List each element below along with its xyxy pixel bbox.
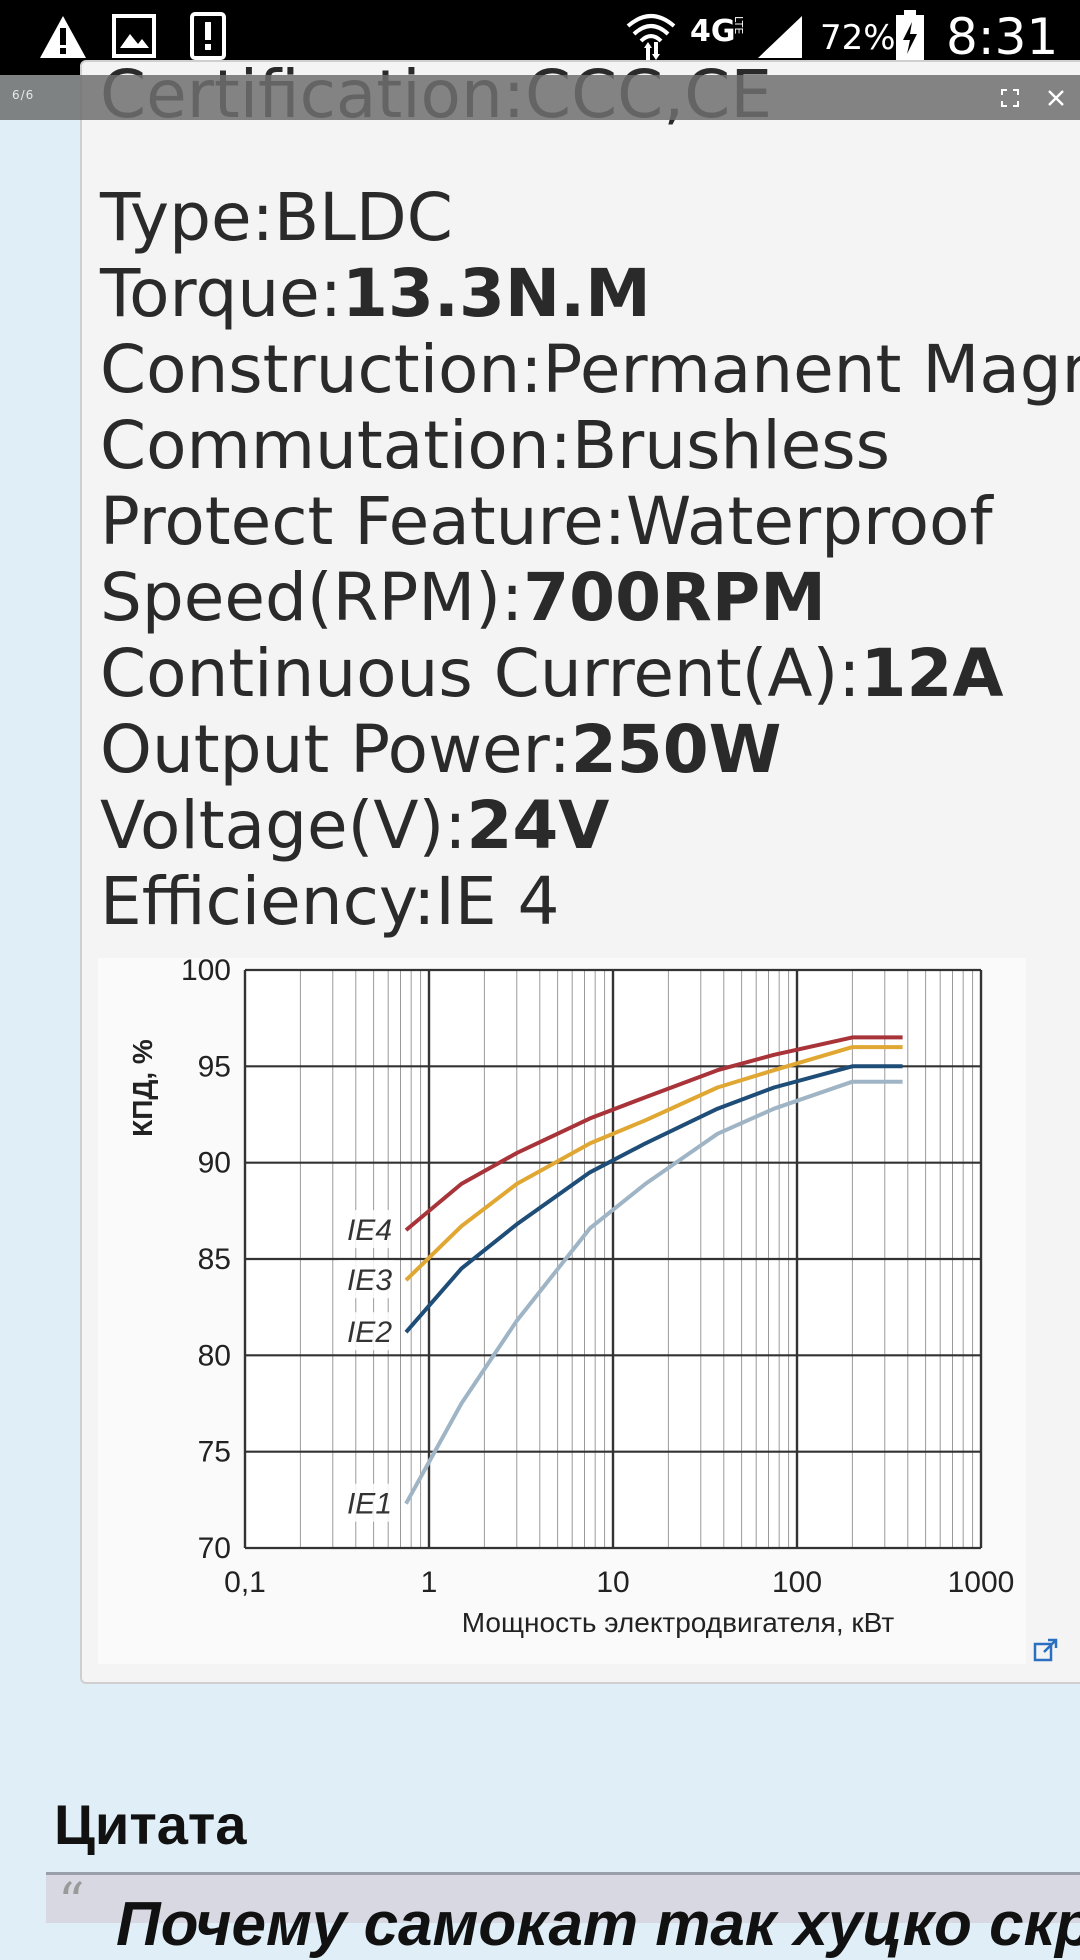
network-subtype: LTE [732,16,745,35]
y-tick-label: 85 [198,1243,231,1276]
series-label-ie3: IE3 [347,1264,392,1297]
spec-current: Continuous Current(A):12A [100,635,1004,712]
external-link-icon[interactable] [1032,1636,1060,1664]
quote-text: Почему самокат так хуцко скр [116,1890,1080,1959]
efficiency-chart-svg: 100 95 90 85 80 75 700,1 1 10 100 1000 Мощность эле… [127,958,1015,1638]
quote-block: “ Почему самокат так хуцко скр [46,1872,1080,1959]
x-axis-label: Мощность электродвигателя, кВт [462,1607,895,1638]
battery-charging-icon [896,10,924,61]
series-label-bg [338,1210,395,1249]
quote-heading: Цитата [54,1793,247,1856]
quote-mark: “ [58,1873,85,1933]
close-icon[interactable] [1046,88,1066,108]
series-label-bg [338,1312,395,1351]
series-label-bg [338,1260,395,1299]
spec-construction: Construction:Permanent Magnet [100,331,1080,408]
y-tick-label: 70 [198,1532,231,1565]
series-label-ie2: IE2 [347,1316,392,1349]
y-tick-label: 75 [198,1436,231,1469]
clock: 8:31 [946,8,1059,66]
spec-efficiency: Efficiency:IE 4 [100,863,560,940]
series-line-ie3 [404,1045,903,1282]
y-tick-label: 100 [181,958,231,987]
efficiency-chart: 100 95 90 85 80 75 70 0,1 1 10 100 1000 Мощность эле… [98,958,1026,1664]
series-label-ie1: IE1 [347,1488,392,1521]
image-icon [112,14,156,58]
y-tick-label: 80 [198,1339,231,1372]
series-label-ie4: IE4 [347,1214,392,1247]
signal-icon [758,16,802,58]
image-counter: 6/6 [12,88,35,102]
x-tick-label: 10 [596,1566,629,1599]
x-tick-label: 1 [421,1566,438,1599]
series-label-bg [338,1483,395,1522]
battery-percent: 72% [820,18,896,58]
y-axis-label: КПД, % [127,1039,158,1137]
spec-voltage: Voltage(V):24V [100,787,610,864]
x-tick-label: 100 [772,1566,822,1599]
wifi-icon [626,14,676,60]
spec-protect-feature: Protect Feature:Waterproof [100,483,993,560]
spec-torque: Torque:13.3N.M [100,255,651,332]
x-tick-label: 0,1 [224,1566,266,1599]
warning-icon [40,16,86,58]
spec-commutation: Commutation:Brushless [100,407,891,484]
spec-type: Type:BLDC [100,179,453,256]
series-line-ie1 [404,1079,903,1505]
spec-output-power: Output Power:250W [100,711,782,788]
y-tick-label: 95 [198,1050,231,1083]
y-tick-label: 90 [198,1147,231,1180]
lightbox-toolbar: 6/6 [0,75,1080,120]
series-line-ie4 [404,1035,903,1232]
alert-icon [190,12,226,60]
x-tick-label: 1000 [948,1566,1015,1599]
fullscreen-icon[interactable] [1000,88,1020,108]
network-type: 4G [690,14,736,49]
series-line-ie2 [404,1064,903,1334]
spec-speed: Speed(RPM):700RPM [100,559,826,636]
